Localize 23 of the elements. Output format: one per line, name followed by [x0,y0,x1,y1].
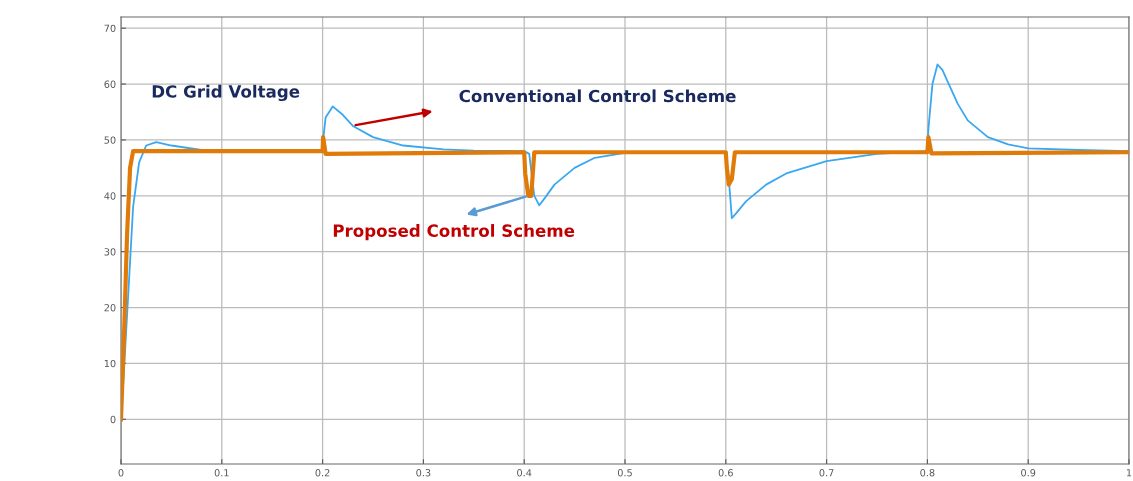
y-tick-label: 60 [104,80,116,88]
x-tick-label: 0.9 [1021,469,1036,477]
line-series [121,135,1129,422]
y-tick-label: 0 [110,415,116,424]
y-tick-label: 30 [104,248,116,256]
x-tick-label: 0.1 [214,469,229,477]
annotation: DC Grid Voltage [152,84,300,102]
x-tick-label: 0.6 [718,469,733,477]
x-tick-label: 0.7 [819,469,834,477]
annotation: Proposed Control Scheme [333,224,575,241]
y-tick-label: 50 [104,136,116,144]
x-tick-label: 0 [118,469,124,477]
y-tick-label: 10 [104,359,116,368]
y-tick-label: 70 [104,24,116,33]
annotation: Conventional Control Scheme [459,89,736,103]
x-tick-label: 0.2 [315,469,330,477]
x-tick-label: 0.8 [920,469,935,477]
x-tick-label: 1 [1126,469,1132,477]
y-tick-label: 40 [104,192,116,200]
x-tick-label: 0.4 [517,469,532,477]
x-tick-label: 0.5 [617,469,632,477]
x-tick-label: 0.3 [416,469,431,477]
y-tick-label: 20 [104,304,116,312]
